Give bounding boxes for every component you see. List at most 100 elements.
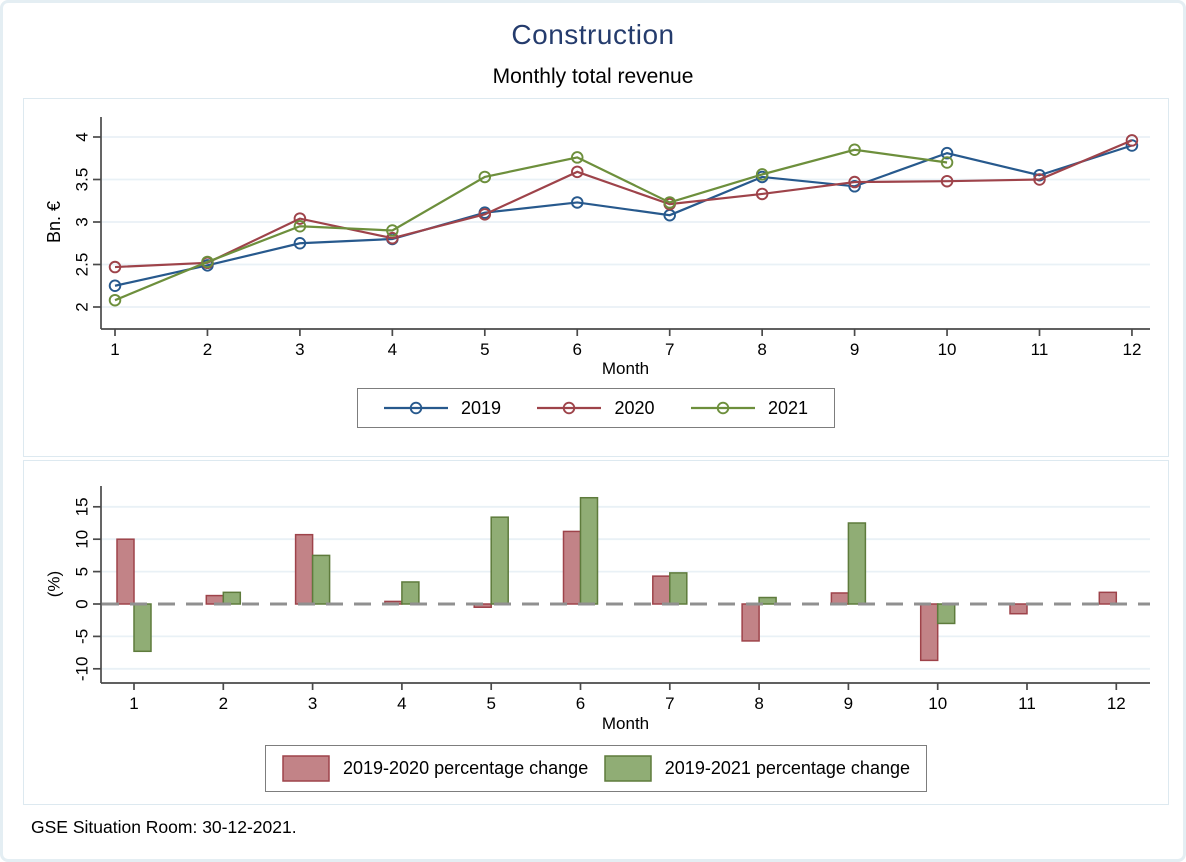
marker-2020 [1125,134,1139,147]
bar-2019-2021 percentage change [311,554,331,605]
x-axis-title: Month [602,359,649,378]
series-line-2019 [114,144,1133,287]
y-tick-label: -10 [73,657,92,682]
y-tick-label: 2 [73,302,92,311]
line-chart-panel: 2 2.5 3 3.5 4 1 2 3 4 5 6 7 8 9 10 11 12 Month Bn. € 2019 … [23,98,1169,457]
x-tick-label: 3 [295,340,304,359]
x-tick-label: 2 [203,340,212,359]
marker-2020 [108,260,122,274]
marker-2021 [201,255,214,269]
marker-2020 [386,231,399,245]
marker-2021 [478,170,492,184]
x-tick-label: 2 [219,694,228,713]
y-tick-label: -5 [73,629,92,644]
x-tick-label: 8 [754,694,763,713]
x-tick-label: 10 [938,340,957,359]
marker-2021 [571,151,584,164]
marker-2019 [1125,139,1139,152]
marker-2020 [478,208,492,221]
page-subtitle: Monthly total revenue [492,65,694,88]
bar-2019-2021 percentage change [222,591,242,605]
line-swatch-2021-icon [690,401,755,415]
marker-2021 [663,196,676,209]
x-tick-label: 7 [665,340,674,359]
bar-chart-panel: -10 -5 0 5 10 15 1 2 3 4 5 6 7 8 9 10 11 12 Month (%) 2019-… [23,460,1169,805]
y-tick-label: 15 [73,497,92,516]
page-title: Construction [511,19,675,50]
x-tick-label: 9 [850,340,859,359]
bar-2019-2020 percentage change [562,530,582,605]
bar-swatch-2019-2020-icon [282,755,330,782]
bar-2019-2021 percentage change [401,581,420,605]
legend-label-2020: 2020 [614,397,655,418]
bar-2019-2020 percentage change [919,603,939,662]
legend-label-2019-2021: 2019-2021 percentage change [664,758,910,778]
bar-2019-2021 percentage change [579,496,599,605]
bar-2019-2021 percentage change [847,522,867,605]
x-tick-label: 12 [1107,694,1126,713]
legend-label-2019-2020: 2019-2020 percentage change [343,758,589,778]
y-tick-label: 0 [73,599,92,608]
y-tick-label: 2.5 [73,253,92,277]
x-tick-label: 4 [388,340,397,359]
swatch-marker [716,401,730,415]
x-tick-label: 3 [308,694,317,713]
line-chart-legend: 2019 2020 2021 [357,388,835,428]
marker-2020 [848,175,861,189]
marker-2021 [386,224,399,237]
x-tick-label: 11 [1031,340,1049,359]
legend-item-2021: 2021 [690,397,808,419]
x-tick-label: 11 [1018,694,1036,713]
marker-2020 [755,187,769,201]
series-line-2021 [114,148,948,302]
legend-item-2019: 2019 [384,398,501,419]
bar-2019-2020 percentage change [294,533,314,605]
swatch-rect [282,755,330,782]
legend-item-2020: 2020 [537,397,655,419]
x-tick-label: 1 [129,694,138,713]
legend-label-2019: 2019 [461,397,502,418]
marker-2019 [940,146,954,160]
legend-label-2021: 2021 [767,397,808,418]
x-tick-label: 12 [1122,340,1141,359]
marker-2020 [293,212,307,225]
legend-item-2019-2021: 2019-2021 percentage change [604,755,910,782]
bar-2019-2020 percentage change [116,538,135,605]
marker-2019 [571,196,584,209]
marker-2019 [293,236,307,250]
x-axis-title: Month [602,714,649,733]
swatch-rect [604,755,652,782]
bar-2019-2021 percentage change [490,516,509,605]
y-tick-label: 3.5 [73,168,92,192]
bar-2019-2021 percentage change [936,603,956,625]
x-tick-label: 5 [486,694,495,713]
x-tick-label: 4 [397,694,406,713]
marker-2021 [755,168,769,181]
marker-2021 [108,293,122,307]
x-tick-label: 7 [665,694,674,713]
marker-2021 [940,156,954,169]
x-tick-label: 10 [928,694,947,713]
x-tick-label: 9 [844,694,853,713]
bar-2019-2020 percentage change [652,575,671,605]
y-axis-title: Bn. € [44,201,64,243]
y-tick-label: 5 [73,567,92,576]
bar-2019-2020 percentage change [741,603,760,642]
bar-2019-2021 percentage change [758,596,777,605]
series-line-2020 [114,139,1133,269]
x-tick-label: 1 [110,340,119,359]
y-tick-label: 10 [73,530,92,549]
bar-2019-2020 percentage change [1009,603,1028,615]
line-swatch-2019-icon [384,401,448,415]
legend-item-2019-2020: 2019-2020 percentage change [282,755,588,782]
swatch-marker [409,401,423,415]
marker-2020 [1033,173,1046,186]
marker-2019 [108,279,122,292]
swatch-marker [563,401,576,415]
source-note: GSE Situation Room: 30-12-2021. [31,817,297,837]
x-tick-label: 5 [480,340,489,359]
bar-2019-2020 percentage change [830,592,850,605]
marker-2020 [571,165,584,179]
